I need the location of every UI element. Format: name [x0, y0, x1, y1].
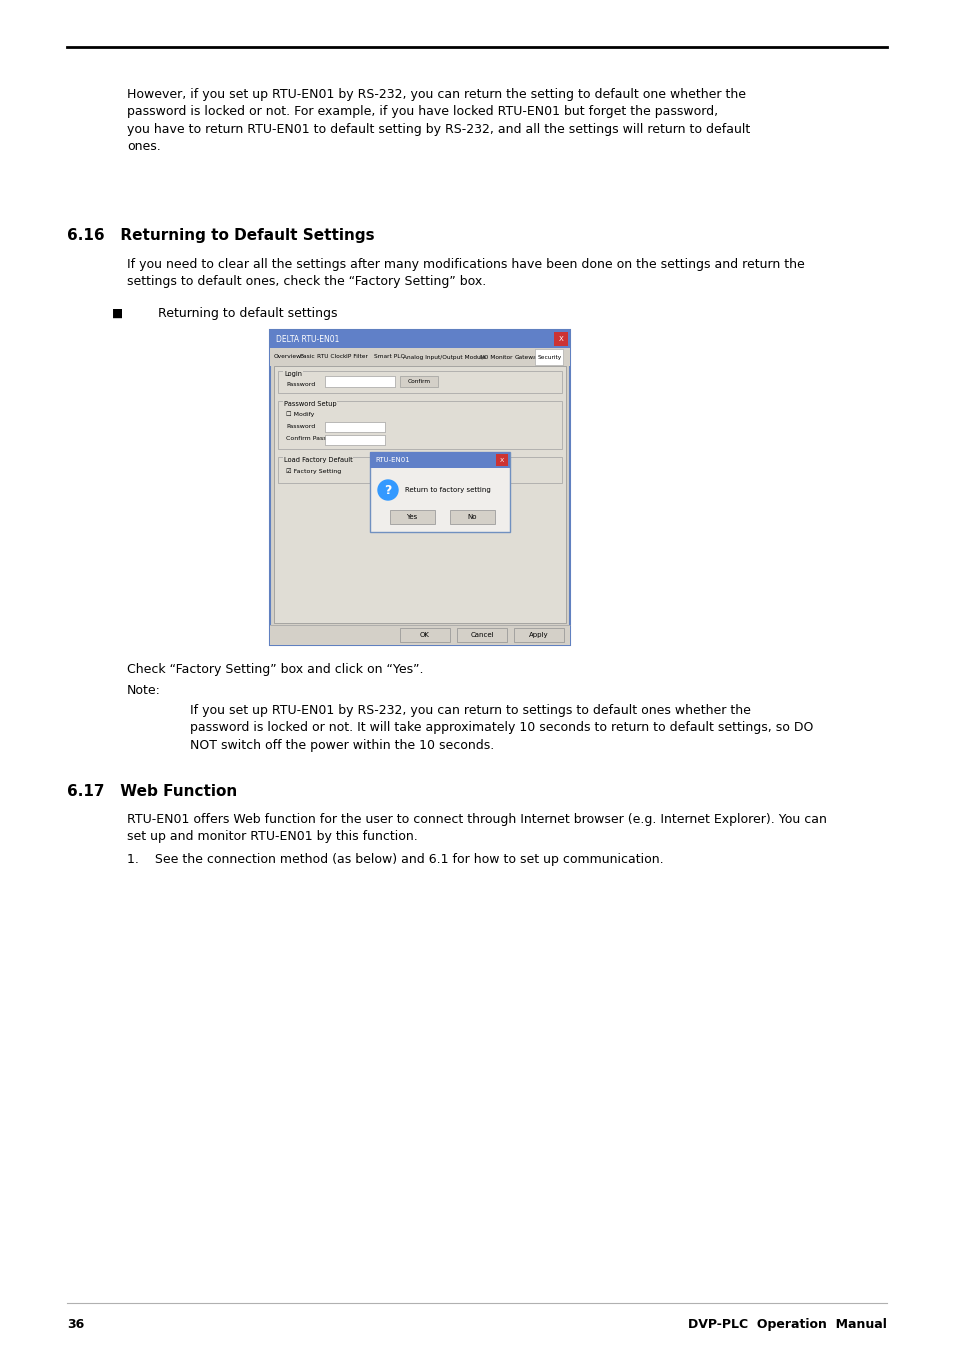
- Bar: [277, 371, 561, 393]
- Text: X: X: [558, 336, 563, 342]
- Bar: [399, 377, 437, 387]
- Text: Password Setup: Password Setup: [284, 401, 336, 406]
- Text: ?: ?: [384, 483, 392, 497]
- Text: Cancel: Cancel: [470, 632, 494, 639]
- Bar: [514, 628, 563, 643]
- Text: ☐ Modify: ☐ Modify: [286, 412, 314, 417]
- Bar: [277, 458, 561, 483]
- Text: If you need to clear all the settings after many modifications have been done on: If you need to clear all the settings af…: [127, 258, 804, 271]
- Text: 1.    See the connection method (as below) and 6.1 for how to set up communicati: 1. See the connection method (as below) …: [127, 852, 663, 865]
- Text: Password: Password: [286, 382, 314, 386]
- Text: RTU-EN01: RTU-EN01: [375, 458, 410, 463]
- Bar: [390, 510, 435, 524]
- Text: Apply: Apply: [529, 632, 548, 639]
- Text: No: No: [467, 514, 476, 520]
- Text: 6.16   Returning to Default Settings: 6.16 Returning to Default Settings: [67, 228, 375, 243]
- Circle shape: [377, 481, 397, 500]
- Bar: [370, 452, 510, 468]
- Text: DELTA RTU-EN01: DELTA RTU-EN01: [275, 335, 339, 343]
- Text: Password: Password: [286, 424, 314, 429]
- Text: password is locked or not. It will take approximately 10 seconds to return to de: password is locked or not. It will take …: [190, 721, 813, 734]
- Text: set up and monitor RTU-EN01 by this function.: set up and monitor RTU-EN01 by this func…: [127, 830, 417, 842]
- Text: Smart PLC: Smart PLC: [374, 355, 405, 359]
- Text: Analog Input/Output Module: Analog Input/Output Module: [402, 355, 486, 359]
- Text: I/O Monitor: I/O Monitor: [479, 355, 512, 359]
- Text: However, if you set up RTU-EN01 by RS-232, you can return the setting to default: However, if you set up RTU-EN01 by RS-23…: [127, 88, 745, 101]
- Text: RTU-EN01 offers Web function for the user to connect through Internet browser (e: RTU-EN01 offers Web function for the use…: [127, 813, 826, 825]
- Text: 6.17   Web Function: 6.17 Web Function: [67, 784, 237, 799]
- Text: If you set up RTU-EN01 by RS-232, you can return to settings to default ones whe: If you set up RTU-EN01 by RS-232, you ca…: [190, 703, 750, 717]
- Text: Security: Security: [537, 355, 561, 359]
- Bar: [450, 510, 495, 524]
- Text: Returning to default settings: Returning to default settings: [158, 306, 337, 320]
- Text: Note:: Note:: [127, 683, 161, 697]
- Bar: [270, 329, 569, 348]
- Text: Load Factory Default: Load Factory Default: [284, 458, 353, 463]
- Text: OK: OK: [419, 632, 430, 639]
- Text: Confirm Password: Confirm Password: [286, 436, 341, 441]
- Bar: [270, 348, 569, 366]
- Text: DVP-PLC  Operation  Manual: DVP-PLC Operation Manual: [687, 1318, 886, 1331]
- Bar: [370, 452, 510, 532]
- Text: Confirm: Confirm: [407, 379, 430, 383]
- Text: Basic: Basic: [299, 355, 315, 359]
- Bar: [554, 332, 567, 346]
- Bar: [399, 628, 450, 643]
- Text: X: X: [499, 458, 503, 463]
- Text: password is locked or not. For example, if you have locked RTU-EN01 but forget t: password is locked or not. For example, …: [127, 105, 718, 119]
- Bar: [325, 377, 395, 387]
- Text: ■: ■: [112, 306, 123, 320]
- Bar: [274, 366, 565, 622]
- Text: Gateway: Gateway: [514, 355, 540, 359]
- Text: ones.: ones.: [127, 140, 161, 154]
- Text: ☑ Factory Setting: ☑ Factory Setting: [286, 468, 341, 474]
- Bar: [535, 350, 563, 365]
- Text: you have to return RTU-EN01 to default setting by RS-232, and all the settings w: you have to return RTU-EN01 to default s…: [127, 123, 749, 136]
- Bar: [270, 625, 569, 645]
- Text: IP Filter: IP Filter: [345, 355, 367, 359]
- Text: Overview: Overview: [274, 355, 301, 359]
- Text: RTU Clock: RTU Clock: [316, 355, 346, 359]
- Bar: [270, 329, 569, 645]
- Text: Login: Login: [284, 371, 302, 377]
- Bar: [456, 628, 506, 643]
- Bar: [496, 454, 507, 466]
- Bar: [325, 435, 385, 446]
- Text: Check “Factory Setting” box and click on “Yes”.: Check “Factory Setting” box and click on…: [127, 663, 423, 676]
- Bar: [277, 401, 561, 450]
- Text: Yes: Yes: [406, 514, 417, 520]
- Text: NOT switch off the power within the 10 seconds.: NOT switch off the power within the 10 s…: [190, 738, 494, 752]
- Text: Return to factory setting: Return to factory setting: [405, 487, 490, 493]
- Text: 36: 36: [67, 1318, 84, 1331]
- Text: settings to default ones, check the “Factory Setting” box.: settings to default ones, check the “Fac…: [127, 275, 486, 289]
- Bar: [325, 423, 385, 432]
